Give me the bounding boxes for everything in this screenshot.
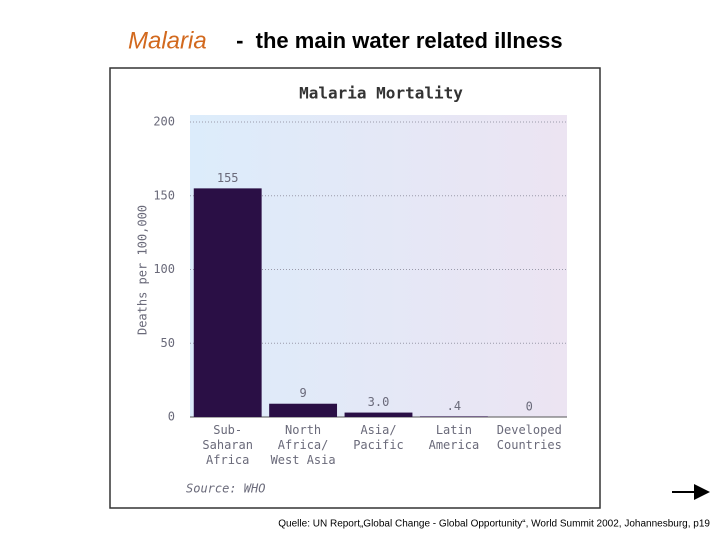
title: - the main water related illness [230,28,563,53]
y-tick-label: 200 [153,115,175,129]
y-tick-label: 100 [153,262,175,276]
x-tick-label: Developed Countries [497,423,562,452]
x-tick-label: Asia/Pacific [353,423,404,452]
y-tick-label: 0 [168,410,175,424]
x-tick-label: Latin America [429,423,480,452]
y-axis-label: Deaths per 100,000 [136,205,150,335]
data-label: 0 [526,400,533,414]
bar [344,412,413,417]
bar [419,416,488,417]
y-tick-label: 50 [161,336,175,350]
bar [193,188,262,417]
bar [269,403,338,417]
title-highlight: Malaria [128,27,207,54]
y-tick-label: 150 [153,188,175,202]
source: Source: WHO [186,482,265,496]
data-label: 155 [217,171,239,185]
x-tick-label: North Africa/West Asia [271,423,336,467]
footer: Quelle: UN Report„Global Change - Global… [278,519,710,530]
data-label: 3.0 [368,395,390,409]
chart-title: Malaria Mortality [299,84,463,103]
data-label: 9 [299,386,306,400]
data-label: .4 [447,399,461,413]
x-tick-label: Sub-Saharan Africa [202,423,253,467]
